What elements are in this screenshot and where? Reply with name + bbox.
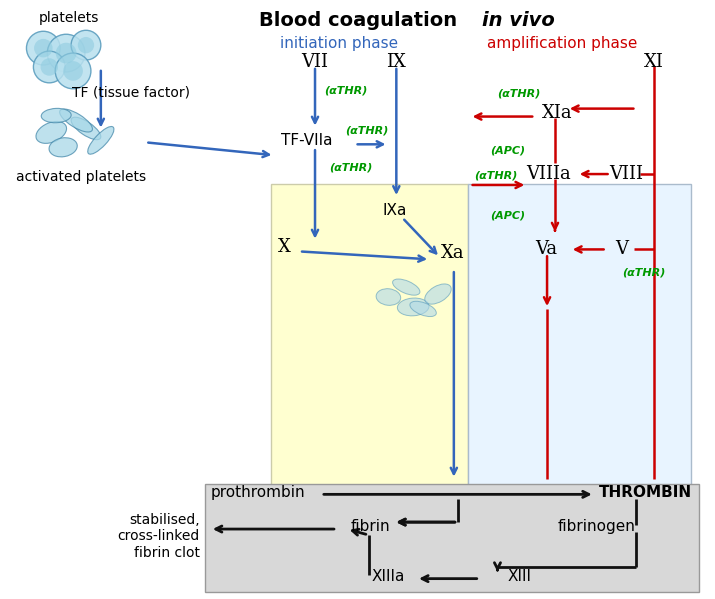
Text: amplification phase: amplification phase: [487, 36, 637, 52]
Text: Xa: Xa: [441, 244, 465, 262]
Ellipse shape: [393, 279, 420, 295]
Text: XIII: XIII: [508, 568, 531, 583]
Text: (αTHR): (αTHR): [474, 170, 517, 180]
Ellipse shape: [425, 284, 451, 304]
Circle shape: [71, 31, 101, 60]
Text: X: X: [278, 238, 291, 256]
Text: Va: Va: [535, 240, 557, 258]
Circle shape: [78, 37, 94, 53]
Ellipse shape: [88, 126, 114, 154]
Text: VIIIa: VIIIa: [527, 165, 571, 183]
Text: THROMBIN: THROMBIN: [598, 485, 691, 500]
Ellipse shape: [71, 117, 101, 140]
Text: fibrinogen: fibrinogen: [558, 519, 636, 534]
Text: (αTHR): (αTHR): [345, 125, 388, 135]
Circle shape: [56, 43, 77, 63]
Ellipse shape: [398, 298, 429, 316]
Text: in vivo: in vivo: [482, 11, 554, 31]
Text: V: V: [615, 240, 628, 258]
Ellipse shape: [36, 122, 66, 143]
Circle shape: [26, 31, 60, 65]
Text: XI: XI: [644, 53, 664, 71]
Text: activated platelets: activated platelets: [16, 170, 146, 184]
Circle shape: [41, 58, 58, 75]
Text: (αTHR): (αTHR): [324, 86, 368, 96]
Text: (αTHR): (αTHR): [498, 89, 541, 99]
Circle shape: [34, 51, 65, 83]
Circle shape: [47, 34, 85, 72]
Text: VIII: VIII: [609, 165, 644, 183]
Text: IXa: IXa: [382, 203, 407, 218]
Ellipse shape: [41, 108, 72, 123]
Bar: [468, 184, 691, 500]
Ellipse shape: [59, 109, 92, 132]
Text: TF (tissue factor): TF (tissue factor): [72, 86, 189, 100]
Circle shape: [34, 39, 53, 58]
Text: XIIIa: XIIIa: [372, 568, 405, 583]
Text: Blood coagulation: Blood coagulation: [260, 11, 464, 31]
Bar: [205, 485, 699, 592]
Circle shape: [55, 53, 91, 89]
Ellipse shape: [410, 301, 436, 316]
Text: initiation phase: initiation phase: [280, 36, 398, 52]
Text: IX: IX: [386, 53, 406, 71]
Bar: [272, 184, 468, 500]
Ellipse shape: [376, 289, 400, 305]
Ellipse shape: [49, 138, 77, 157]
Text: platelets: platelets: [39, 11, 99, 25]
Text: (APC): (APC): [490, 146, 526, 155]
Text: TF-VIIa: TF-VIIa: [281, 134, 333, 149]
Text: fibrin: fibrin: [351, 519, 390, 534]
Text: XIa: XIa: [542, 104, 572, 122]
Text: (APC): (APC): [490, 211, 526, 220]
Text: (αTHR): (αTHR): [329, 162, 373, 172]
Text: stabilised,
cross-linked
fibrin clot: stabilised, cross-linked fibrin clot: [118, 513, 200, 559]
Circle shape: [63, 61, 83, 81]
Text: (αTHR): (αTHR): [623, 267, 666, 277]
Text: prothrombin: prothrombin: [210, 485, 305, 500]
Text: VII: VII: [302, 53, 328, 71]
